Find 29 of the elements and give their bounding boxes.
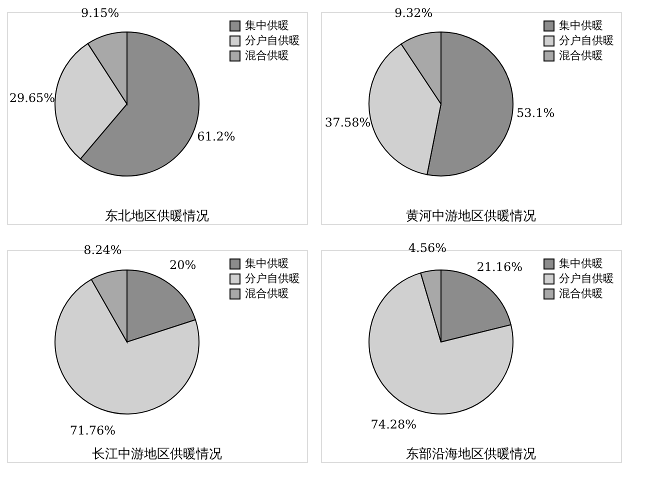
- legend-label: 集中供暖: [559, 257, 603, 270]
- data-label: 9.32%: [394, 6, 433, 20]
- pie-slice: [368, 272, 514, 414]
- legend-label: 混合供暖: [245, 49, 289, 62]
- data-label: 21.16%: [476, 260, 522, 274]
- data-label: 9.15%: [81, 6, 120, 20]
- data-label: 61.2%: [197, 130, 236, 144]
- legend-label: 混合供暖: [559, 287, 603, 300]
- legend-label: 分户自供暖: [559, 34, 614, 47]
- legend-label: 集中供暖: [559, 19, 603, 32]
- data-label: 4.56%: [408, 240, 446, 255]
- legend-label: 分户自供暖: [245, 272, 300, 285]
- text: 东部沿海地区供暖情况: [406, 447, 536, 462]
- data-label: 71.76%: [70, 424, 116, 438]
- legend-label: 集中供暖: [245, 19, 289, 32]
- legend-label: 分户自供暖: [245, 34, 300, 47]
- text: 东北地区供暖情况: [105, 209, 209, 224]
- legend-label: 分户自供暖: [559, 272, 614, 285]
- legend-label: 混合供暖: [559, 49, 603, 62]
- data-label: 8.24%: [84, 243, 122, 258]
- data-label: 53.1%: [516, 106, 555, 120]
- data-label: 37.58%: [324, 115, 371, 130]
- text: 黄河中游地区供暖情况: [406, 209, 536, 224]
- data-label: 74.28%: [370, 417, 417, 432]
- text: 长江中游地区供暖情况: [92, 447, 222, 462]
- legend-label: 集中供暖: [245, 257, 289, 270]
- data-label: 20%: [170, 258, 196, 272]
- data-label: 29.65%: [9, 90, 56, 105]
- legend-label: 混合供暖: [245, 287, 289, 300]
